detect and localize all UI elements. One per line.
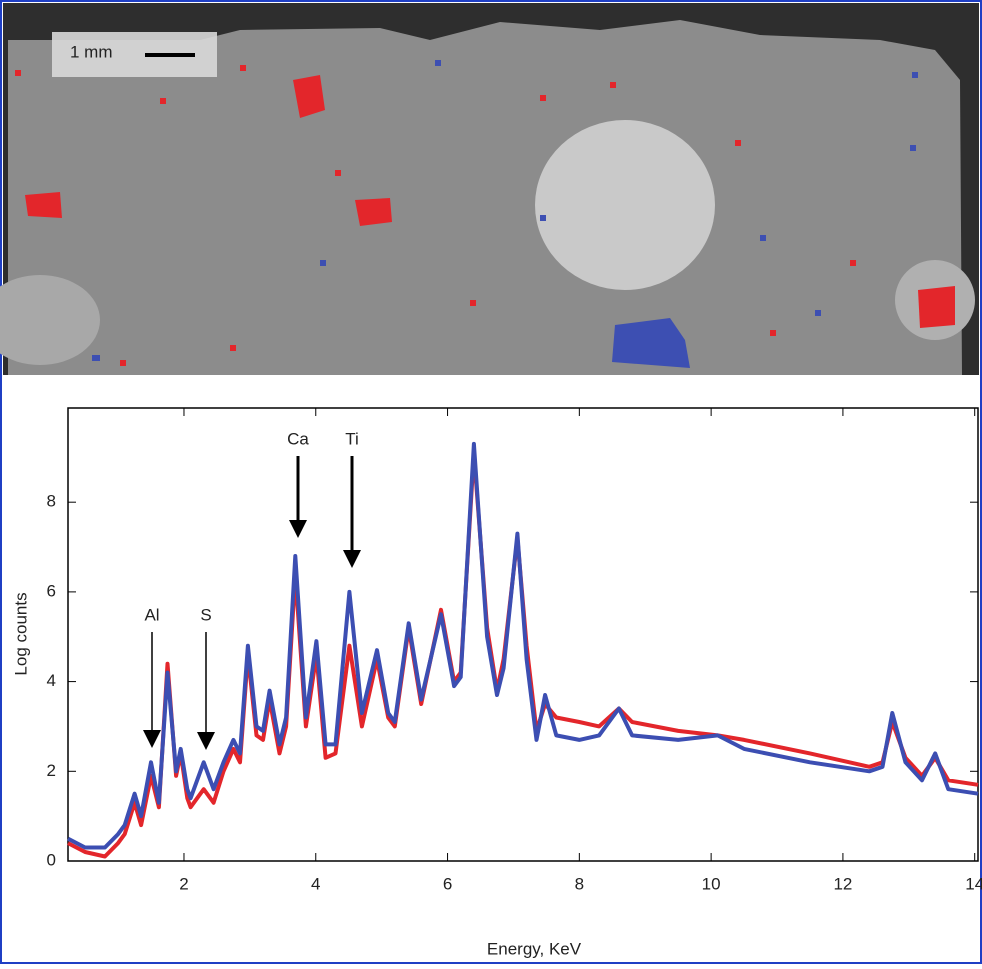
x-tick-label: 10	[702, 874, 721, 893]
annotation-arrowhead	[289, 520, 307, 538]
x-tick-label: 6	[443, 874, 452, 893]
x-tick-label: 12	[833, 874, 852, 893]
red-region	[25, 192, 62, 218]
y-tick-label: 0	[47, 850, 56, 869]
y-tick-label: 4	[47, 671, 56, 690]
chart: Energy, KeV Log counts 0 2 4 6 8 2 4 6 8 10 12 14 Al…	[11, 407, 982, 958]
annotation-arrowhead	[197, 732, 215, 750]
annotation: Ti	[345, 429, 359, 448]
annotation-arrowhead	[143, 730, 161, 748]
red-region	[293, 75, 325, 118]
annotation: S	[200, 605, 211, 624]
y-axis-label: Log counts	[11, 592, 30, 675]
red-region	[355, 198, 392, 226]
y-tick-label: 2	[47, 761, 56, 780]
plot-area	[67, 407, 979, 862]
series-line	[67, 441, 979, 850]
sample	[8, 20, 962, 375]
x-tick-label: 4	[311, 874, 320, 893]
annotation: Ca	[287, 429, 309, 448]
x-axis-label: Energy, KeV	[487, 939, 582, 958]
x-tick-label: 2	[179, 874, 188, 893]
red-dots	[15, 65, 856, 366]
annotation: Al	[144, 605, 159, 624]
annotation-arrowhead	[343, 550, 361, 568]
micrograph: 1 mm	[0, 3, 979, 375]
blue-region	[612, 318, 690, 368]
y-tick-label: 8	[47, 492, 56, 511]
scale-label: 1 mm	[70, 42, 113, 61]
y-tick-label: 6	[47, 581, 56, 600]
grain	[535, 120, 715, 290]
grain	[0, 275, 100, 365]
x-tick-label: 8	[575, 874, 584, 893]
red-region	[918, 286, 955, 328]
blue-dots	[92, 60, 918, 361]
x-tick-label: 14	[965, 874, 982, 893]
